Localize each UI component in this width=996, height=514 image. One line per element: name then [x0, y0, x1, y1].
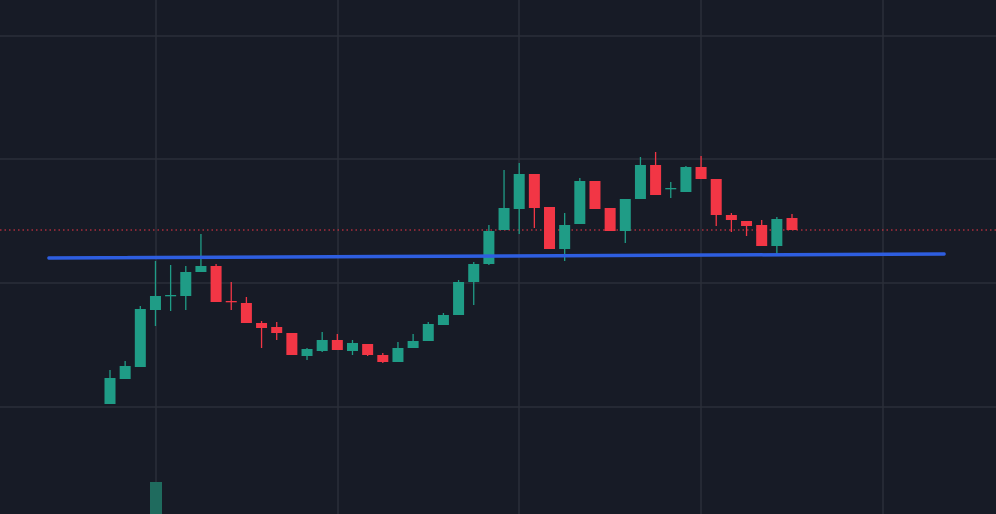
- candle-body: [453, 282, 465, 315]
- candle-body: [725, 215, 737, 220]
- candle-body: [422, 324, 434, 341]
- candle-body: [104, 378, 116, 404]
- candle-body: [134, 309, 146, 367]
- candle-body: [544, 207, 556, 249]
- candle-body: [604, 208, 616, 231]
- candle-body: [316, 340, 328, 351]
- candle-body: [286, 333, 298, 355]
- candle-body: [271, 327, 283, 333]
- candle-body: [786, 218, 798, 230]
- candle-body: [119, 366, 131, 379]
- candle-body: [680, 167, 692, 192]
- candle-body: [498, 208, 510, 230]
- candle-body: [195, 266, 207, 272]
- candle-body: [225, 301, 237, 303]
- candle-body: [392, 348, 404, 362]
- candle-body: [710, 179, 722, 215]
- candle-body: [468, 264, 480, 282]
- candle-body: [665, 188, 677, 190]
- candle-body: [407, 341, 419, 348]
- candle-body: [346, 343, 358, 351]
- candle-body: [619, 199, 631, 231]
- candle-body: [437, 315, 449, 325]
- candle-body: [301, 349, 313, 356]
- candle-body: [362, 344, 374, 355]
- candle-body: [149, 296, 161, 310]
- candle-body: [180, 272, 192, 296]
- candle-body: [741, 221, 753, 226]
- candle-body: [331, 340, 343, 350]
- candle-body: [771, 219, 783, 246]
- candle-body: [634, 165, 646, 199]
- candles: [104, 152, 798, 404]
- volume-bar: [150, 482, 162, 514]
- candle-body: [513, 174, 525, 209]
- candle-body: [589, 181, 601, 209]
- candle-body: [528, 174, 540, 208]
- candle-body: [210, 266, 222, 302]
- candle-body: [695, 167, 707, 179]
- candle-body: [756, 225, 768, 246]
- candle-body: [483, 231, 495, 264]
- candle-body: [240, 303, 252, 323]
- candle-body: [559, 225, 571, 249]
- candle-body: [574, 181, 586, 224]
- trend-line[interactable]: [47, 252, 946, 260]
- candle-body: [650, 165, 662, 195]
- candle-body: [165, 295, 177, 297]
- candle-body: [256, 323, 268, 328]
- candle-body: [377, 355, 389, 362]
